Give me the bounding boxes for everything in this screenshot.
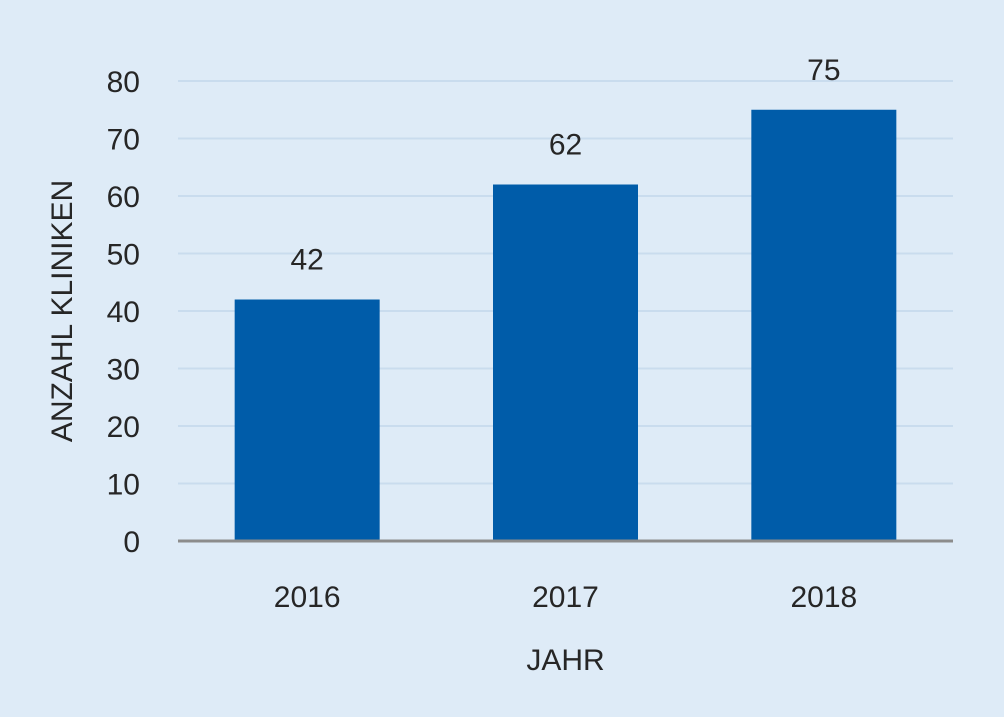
y-tick-label: 60	[107, 181, 140, 214]
x-axis-title: JAHR	[526, 644, 604, 677]
y-tick-label: 20	[107, 411, 140, 444]
bars	[234, 109, 897, 541]
data-label: 62	[549, 129, 582, 162]
bar-2017	[493, 184, 638, 541]
bar-2016	[234, 299, 380, 541]
bar-2018	[751, 109, 897, 541]
data-label: 75	[807, 54, 840, 87]
y-tick-label: 0	[123, 526, 140, 559]
y-tick-label: 10	[107, 469, 140, 502]
data-label: 42	[290, 244, 323, 277]
y-axis-title: ANZAHL KLINIKEN	[46, 180, 79, 442]
y-axis-ticks: 0 10 20 30 40 50 60 70 80	[107, 66, 140, 559]
x-tick-label: 2018	[790, 581, 857, 614]
x-tick-label: 2017	[532, 581, 599, 614]
y-tick-label: 40	[107, 296, 140, 329]
data-labels: 42 62 75	[290, 54, 840, 277]
y-tick-label: 80	[107, 66, 140, 99]
y-tick-label: 50	[107, 239, 140, 272]
x-axis-ticks: 2016 2017 2018	[274, 581, 857, 614]
x-tick-label: 2016	[274, 581, 341, 614]
y-tick-label: 70	[107, 124, 140, 157]
y-tick-label: 30	[107, 354, 140, 387]
